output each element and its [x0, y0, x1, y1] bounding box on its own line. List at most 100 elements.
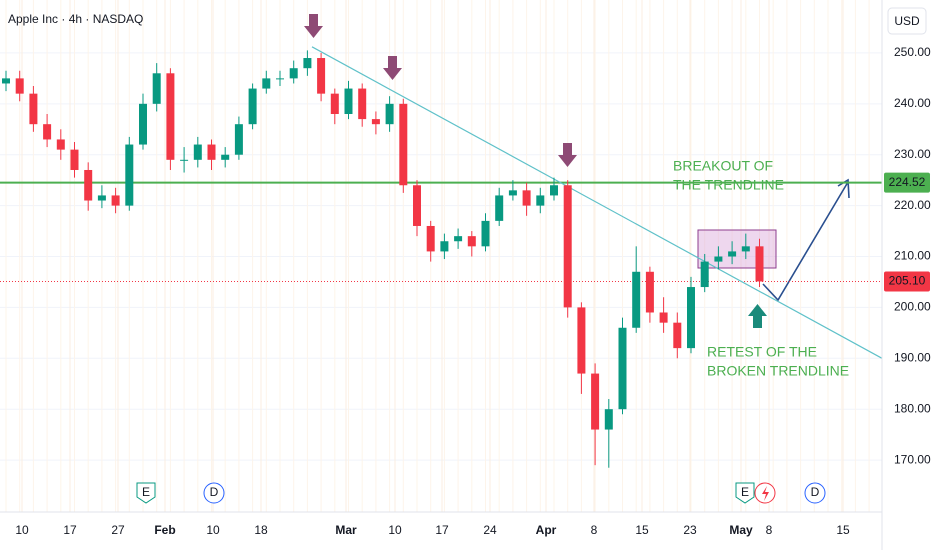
event-icon[interactable]: [136, 482, 156, 504]
x-tick-label: 23: [683, 523, 697, 537]
candle-body: [741, 246, 750, 252]
chart-title: Apple Inc · 4h · NASDAQ: [8, 12, 143, 26]
last-price-label: 205.10: [889, 274, 926, 288]
candle-body: [2, 78, 10, 84]
dividend-bolt: [762, 486, 769, 501]
range-box: [697, 229, 777, 269]
candle-body: [440, 241, 449, 252]
candle-body: [563, 185, 572, 308]
candle-body: [426, 225, 435, 252]
y-tick-label: 210.00: [894, 249, 931, 263]
candle-body: [15, 78, 24, 94]
y-tick-label: 170.00: [894, 452, 931, 466]
up-arrow: [748, 304, 767, 328]
candle-body: [180, 159, 189, 161]
candle-body: [43, 124, 52, 140]
annotation: RETEST OF THE: [707, 344, 817, 360]
y-tick-label: 250.00: [894, 45, 931, 59]
candle-body: [399, 103, 408, 186]
last-price-box: [884, 271, 930, 292]
projection-arrowhead: [837, 178, 850, 199]
x-tick-label: May: [729, 523, 753, 537]
candle-body: [481, 220, 490, 247]
y-tick-label: 190.00: [894, 350, 931, 364]
candle-body: [550, 185, 558, 196]
candle-body: [495, 195, 504, 221]
candle-body: [687, 287, 695, 349]
x-tick-label: 10: [206, 523, 220, 537]
candle-body: [371, 119, 380, 125]
level-label-box: [884, 172, 930, 193]
candle-body: [467, 236, 476, 247]
down-arrow: [304, 14, 323, 38]
candle-body: [207, 144, 216, 160]
event-icon[interactable]: [203, 482, 225, 504]
candle-body: [645, 271, 654, 313]
event-icon[interactable]: [804, 482, 826, 504]
candle-body: [659, 312, 668, 323]
candle-body: [276, 78, 284, 80]
level-label: 224.52: [889, 175, 926, 189]
candle-body: [618, 327, 627, 410]
candle-body: [262, 78, 271, 89]
candle-body: [289, 68, 298, 79]
candle-body: [413, 185, 421, 226]
candle-body: [125, 144, 134, 206]
event-label[interactable]: E: [142, 485, 150, 499]
x-tick-label: 15: [635, 523, 649, 537]
event-label[interactable]: E: [741, 485, 749, 499]
annotation: BROKEN TRENDLINE: [707, 363, 849, 379]
candle-body: [70, 149, 79, 170]
x-tick-label: 24: [483, 523, 497, 537]
trendline: [311, 46, 883, 359]
candle-body: [577, 307, 586, 374]
x-tick-label: 27: [111, 523, 125, 537]
currency[interactable]: USD: [894, 14, 920, 28]
x-tick-label: Feb: [154, 523, 175, 537]
candle-body: [604, 409, 613, 430]
x-tick-label: 17: [63, 523, 77, 537]
event-label[interactable]: D: [811, 485, 820, 499]
candle-body: [700, 261, 709, 288]
down-arrows: [304, 14, 577, 167]
x-tick-label: 17: [435, 523, 449, 537]
x-tick-label: 8: [591, 523, 598, 537]
event-label[interactable]: D: [210, 485, 219, 499]
candle-body: [632, 271, 641, 328]
candle-body: [234, 124, 243, 155]
candle-body: [330, 93, 339, 115]
candle-body: [193, 144, 202, 160]
candle-body: [508, 190, 517, 196]
candle-body: [454, 236, 463, 242]
candle-body: [673, 322, 682, 349]
x-tick-label: 18: [254, 523, 268, 537]
x-tick-label: 10: [388, 523, 402, 537]
candle-body: [317, 58, 326, 94]
x-tick-label: Mar: [335, 523, 357, 537]
down-arrow: [558, 143, 577, 167]
candle-body: [84, 169, 93, 201]
candle-body: [522, 190, 531, 206]
candle-body: [303, 58, 312, 69]
candle-body: [166, 73, 175, 160]
candle-body: [536, 195, 545, 206]
candle-body: [97, 195, 106, 201]
candle-body: [591, 373, 600, 430]
candle-body: [29, 93, 38, 125]
down-arrow: [383, 56, 402, 80]
candle-body: [111, 195, 120, 206]
candle-body: [152, 73, 161, 104]
x-tick-label: Apr: [536, 523, 557, 537]
candle-body: [755, 246, 764, 282]
x-tick-label: 15: [836, 523, 850, 537]
annotation: BREAKOUT OF: [673, 158, 773, 174]
candle-body: [728, 251, 737, 257]
y-tick-label: 220.00: [894, 198, 931, 212]
y-tick-label: 230.00: [894, 147, 931, 161]
currency-button[interactable]: [887, 7, 927, 35]
candle-body: [248, 88, 257, 125]
x-tick-label: 10: [15, 523, 29, 537]
projection-arrow: [762, 181, 849, 302]
event-icon[interactable]: [735, 482, 755, 504]
